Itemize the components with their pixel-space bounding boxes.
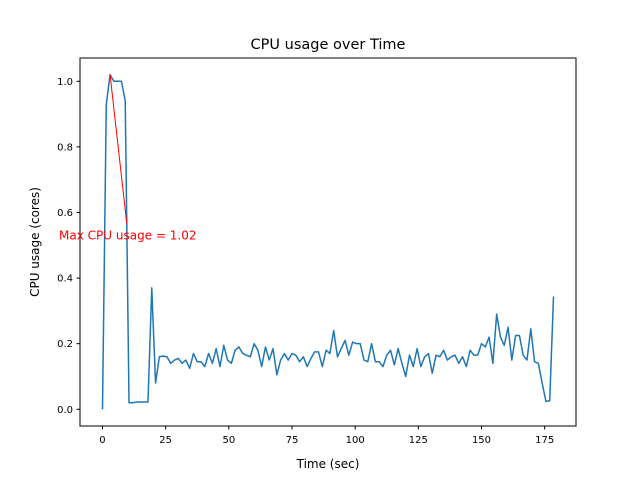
chart-title: CPU usage over Time — [251, 37, 406, 53]
annotation-text: Max CPU usage = 1.02 — [59, 228, 196, 242]
y-tick-label: 0.2 — [57, 339, 73, 350]
x-tick-label: 100 — [346, 435, 365, 446]
y-tick-label: 0.0 — [57, 405, 73, 416]
x-axis-label: Time (sec) — [296, 457, 360, 471]
y-tick-label: 0.8 — [57, 142, 73, 153]
x-tick-label: 150 — [472, 435, 491, 446]
y-tick-label: 0.4 — [57, 274, 73, 285]
cpu-usage-line — [101, 73, 555, 410]
annotation-arrow — [109, 74, 128, 224]
y-axis: 0.0 0.2 0.4 0.6 0.8 1.0 — [57, 77, 80, 416]
x-tick-label: 75 — [286, 435, 299, 446]
x-tick-label: 125 — [409, 435, 428, 446]
y-tick-label: 0.6 — [57, 208, 73, 219]
max-annotation: Max CPU usage = 1.02 — [59, 74, 196, 242]
axes-frame — [79, 57, 577, 427]
y-axis-label: CPU usage (cores) — [28, 187, 42, 297]
y-tick-label: 1.0 — [57, 77, 73, 88]
x-tick-label: 50 — [222, 435, 235, 446]
x-tick-label: 0 — [99, 435, 105, 446]
x-tick-label: 175 — [535, 435, 554, 446]
x-tick-label: 25 — [159, 435, 172, 446]
plot-area — [101, 73, 555, 410]
x-axis: 0 25 50 75 100 125 150 175 — [99, 426, 554, 446]
